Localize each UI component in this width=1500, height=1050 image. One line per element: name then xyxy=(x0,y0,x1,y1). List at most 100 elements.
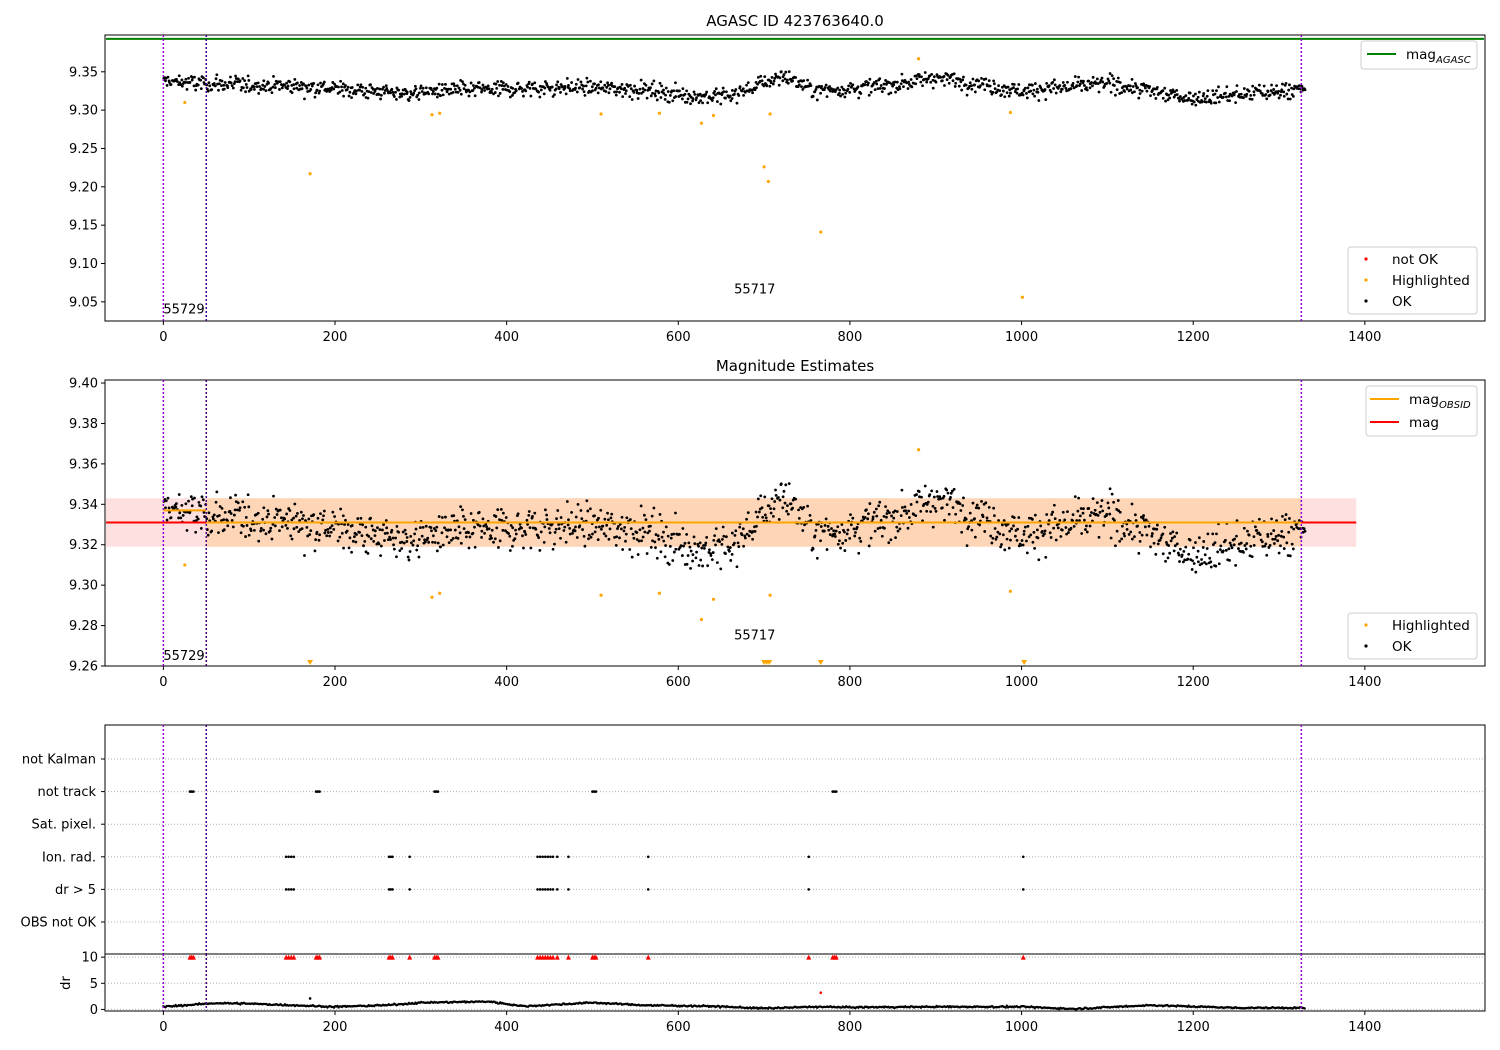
ok-point xyxy=(1091,84,1094,88)
ok-point xyxy=(1200,558,1203,561)
ok-point xyxy=(1017,83,1021,86)
ok-point xyxy=(1120,524,1124,528)
panel-agasc-magnitude: AGASC ID 423763640.0 0 200 400 600 800 1000 12… xyxy=(69,12,1486,345)
ok-point xyxy=(1112,77,1116,81)
ok-point xyxy=(819,91,822,95)
ok-point xyxy=(1098,510,1102,514)
ok-point xyxy=(430,88,433,91)
ok-point xyxy=(621,95,625,99)
ok-point xyxy=(644,518,648,522)
ok-point xyxy=(713,534,717,538)
ok-point xyxy=(768,84,772,88)
ok-point xyxy=(839,546,842,550)
ok-point xyxy=(1303,529,1307,533)
ok-point xyxy=(1039,524,1043,528)
ok-point xyxy=(1211,532,1215,536)
ok-point xyxy=(1242,96,1245,100)
ok-point xyxy=(1182,550,1186,553)
ok-point xyxy=(538,95,542,99)
ok-point xyxy=(777,496,780,499)
ok-point xyxy=(404,532,408,536)
ok-point xyxy=(694,556,698,560)
ok-point xyxy=(914,82,918,86)
ok-point xyxy=(467,94,471,98)
ok-point xyxy=(520,526,523,530)
ok-point xyxy=(332,87,336,91)
ok-point xyxy=(373,88,377,91)
ok-point xyxy=(607,537,611,541)
ok-point xyxy=(1037,99,1041,102)
ok-point xyxy=(1050,513,1054,516)
y-tick-label: 9.10 xyxy=(69,257,98,272)
ok-point xyxy=(1052,87,1056,90)
ok-point xyxy=(624,532,628,536)
ok-point xyxy=(490,536,493,540)
ok-point xyxy=(1297,84,1301,88)
ok-point xyxy=(1255,529,1259,532)
ok-point xyxy=(653,540,657,544)
ok-point xyxy=(492,540,495,544)
ok-point xyxy=(898,527,902,531)
ok-point xyxy=(384,519,388,522)
ok-point xyxy=(340,531,344,535)
ok-point xyxy=(351,539,355,543)
highlighted-point xyxy=(657,591,662,595)
ok-point xyxy=(783,501,787,505)
ok-point xyxy=(649,94,653,98)
ok-point xyxy=(668,94,672,97)
ok-point xyxy=(419,86,422,90)
ok-point xyxy=(599,527,603,531)
ok-point xyxy=(1277,96,1281,100)
ok-point xyxy=(926,500,930,504)
ok-point xyxy=(440,531,444,535)
ok-point xyxy=(1097,535,1101,539)
ok-point xyxy=(231,86,235,90)
ok-point xyxy=(640,539,643,543)
ok-point xyxy=(730,553,734,556)
ok-point xyxy=(332,527,336,531)
ok-point xyxy=(270,91,274,95)
ok-point xyxy=(180,84,184,88)
ok-point xyxy=(951,506,955,509)
ok-point xyxy=(700,546,704,550)
ok-point xyxy=(372,539,376,543)
y-tick-label: 9.36 xyxy=(69,457,98,472)
ok-point xyxy=(1009,91,1012,95)
ok-point xyxy=(1087,79,1091,83)
ok-point xyxy=(1196,549,1200,553)
ok-point xyxy=(1190,102,1194,106)
ok-point xyxy=(599,80,603,84)
ok-point xyxy=(461,80,464,84)
ok-point xyxy=(962,496,965,500)
ok-point xyxy=(1122,532,1126,535)
ok-point xyxy=(992,506,996,510)
ok-point xyxy=(654,94,657,98)
ok-point xyxy=(180,503,184,507)
ok-point xyxy=(1281,82,1284,86)
ok-point xyxy=(704,92,708,96)
ok-point xyxy=(177,74,181,78)
ok-point xyxy=(926,77,930,81)
ok-point xyxy=(884,78,887,82)
ok-point xyxy=(959,509,963,512)
ok-point xyxy=(645,552,649,555)
ok-point xyxy=(1188,91,1192,95)
ok-point xyxy=(498,539,502,543)
ok-point xyxy=(621,548,625,551)
ok-point xyxy=(875,514,879,518)
ok-point xyxy=(808,514,812,517)
ok-point xyxy=(199,527,203,530)
ok-point xyxy=(836,542,840,546)
ok-point xyxy=(970,87,974,91)
ok-point xyxy=(970,528,974,532)
ok-point xyxy=(371,528,375,532)
ok-point xyxy=(165,518,169,522)
flag-point xyxy=(284,888,288,891)
ok-point xyxy=(350,86,354,89)
ok-point xyxy=(273,86,277,90)
ok-point xyxy=(967,525,971,529)
ok-point xyxy=(392,547,396,551)
ok-point xyxy=(590,85,594,89)
dr-capped-marker xyxy=(565,954,571,960)
ok-point xyxy=(480,88,484,92)
